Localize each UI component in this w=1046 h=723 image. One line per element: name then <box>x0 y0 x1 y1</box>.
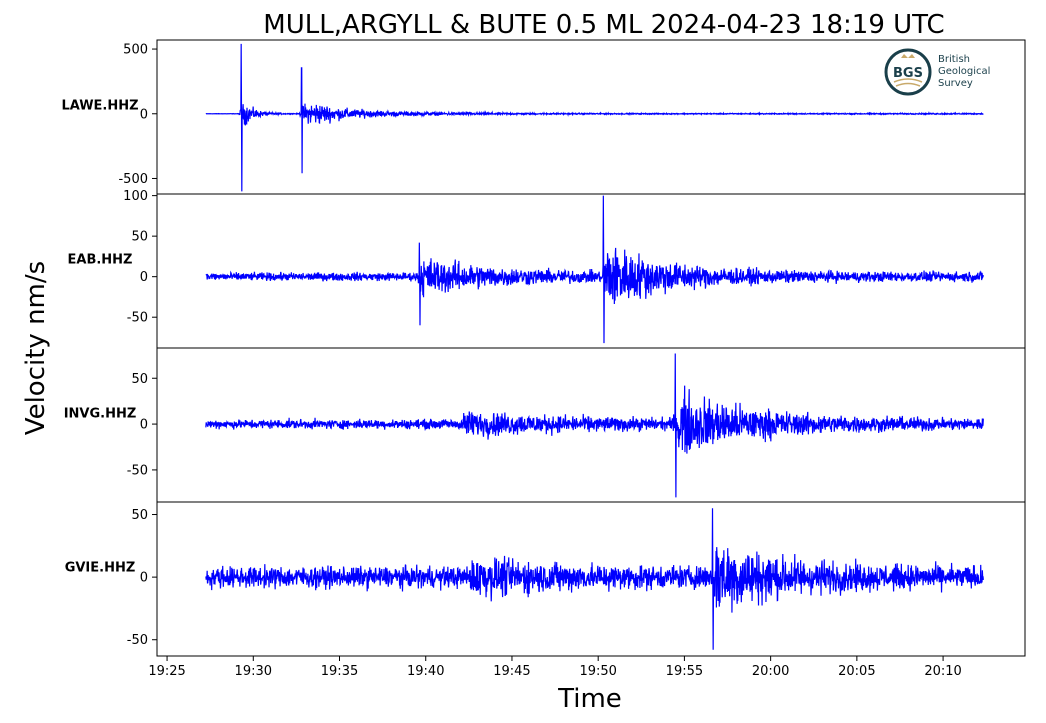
y-tick-label: -50 <box>127 633 148 648</box>
trace-line <box>205 353 984 498</box>
y-tick-label: 500 <box>123 43 148 58</box>
logo-line-2: Geological <box>938 66 990 77</box>
logo-line-1: British <box>938 54 970 65</box>
x-tick-label: 19:35 <box>321 664 358 679</box>
panel-invg-hhz: 50 0 -50 INVG.HHZ <box>64 347 1026 503</box>
panel-gvie-hhz: 50 0 -50 GVIE.HHZ <box>65 501 1026 657</box>
y-tick-label: 0 <box>140 107 148 122</box>
x-tick-label: 20:00 <box>752 664 789 679</box>
station-label: INVG.HHZ <box>64 406 137 421</box>
y-tick-label: 50 <box>131 372 148 387</box>
x-tick-label: 19:30 <box>235 664 272 679</box>
y-tick-label: 0 <box>140 571 148 586</box>
bgs-logo: BGS British Geological Survey <box>884 48 990 96</box>
logo-wave-icon <box>893 78 923 87</box>
x-tick-label: 19:40 <box>407 664 444 679</box>
y-tick-label: 0 <box>140 418 148 433</box>
y-tick-label: 50 <box>131 508 148 523</box>
x-tick-label: 20:10 <box>924 664 961 679</box>
x-tick-label: 19:25 <box>148 664 185 679</box>
x-tick-label: 19:55 <box>666 664 703 679</box>
y-tick-label: 100 <box>123 189 148 204</box>
y-tick-label: 50 <box>131 230 148 245</box>
station-label: LAWE.HHZ <box>61 98 138 113</box>
trace-line <box>205 43 984 192</box>
station-label: EAB.HHZ <box>68 252 133 267</box>
station-label: GVIE.HHZ <box>65 560 136 575</box>
y-tick-label: -50 <box>127 463 148 478</box>
x-axis: 19:25 19:30 19:35 19:40 19:45 19:50 19:55 20:00… <box>148 656 962 679</box>
x-tick-label: 19:45 <box>493 664 530 679</box>
y-tick-label: -50 <box>127 311 148 326</box>
logo-ring <box>884 48 932 96</box>
logo-line-3: Survey <box>938 78 973 89</box>
trace-line <box>205 195 984 344</box>
y-axis-label: Velocity nm/s <box>21 261 51 435</box>
logo-abbr: BGS <box>893 66 923 81</box>
panels-group: 5000-500LAWE.HHZ100500-50EAB.HHZ500-50IN… <box>61 39 1026 657</box>
x-axis-label: Time <box>557 684 622 714</box>
crown-icon <box>901 54 915 58</box>
panel-eab-hhz: 100 50 0 -50 EAB.HHZ <box>68 189 1026 349</box>
chart-title: MULL,ARGYLL & BUTE 0.5 ML 2024-04-23 18:… <box>263 10 944 40</box>
trace-line <box>205 508 984 650</box>
y-tick-label: -500 <box>118 172 148 187</box>
x-tick-label: 20:05 <box>838 664 875 679</box>
panel-frame <box>156 501 1026 657</box>
x-tick-label: 19:50 <box>579 664 616 679</box>
y-tick-label: 0 <box>140 270 148 285</box>
